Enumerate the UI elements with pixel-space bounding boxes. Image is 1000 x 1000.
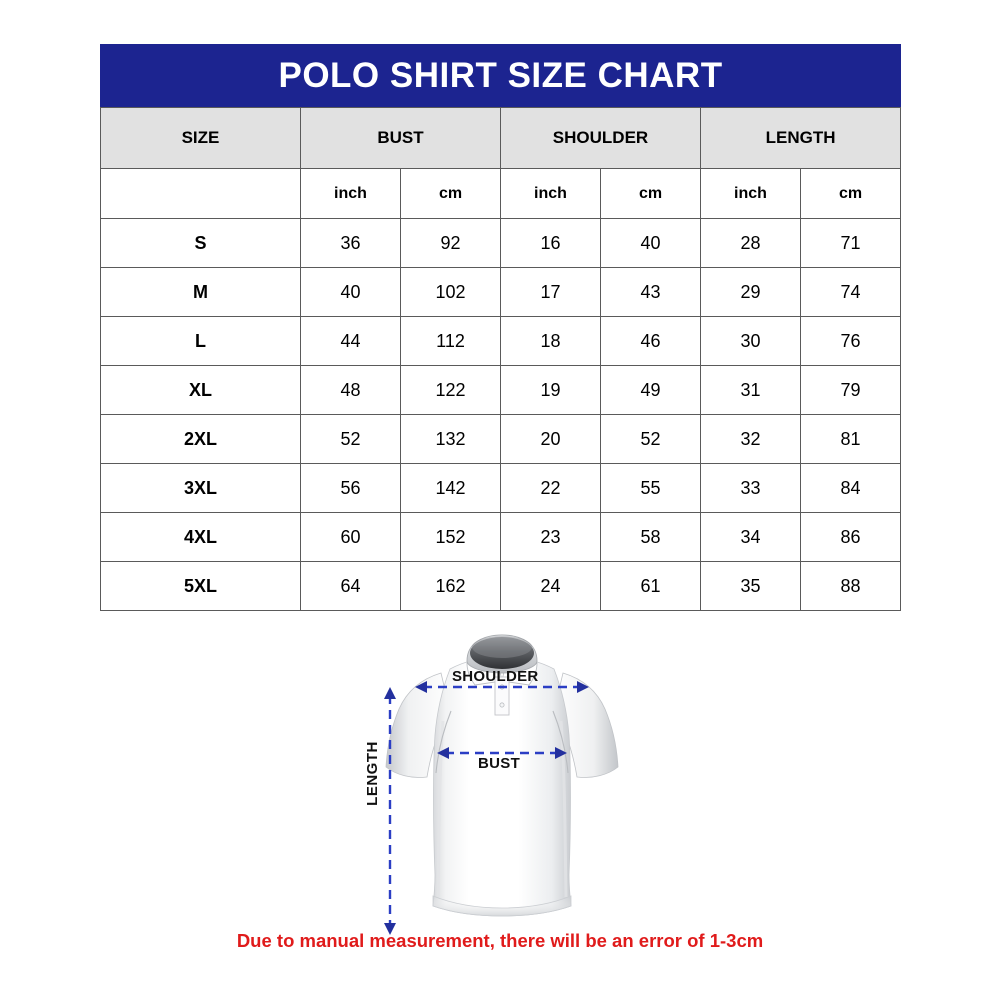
cell-shoulder-inch: 20 [500,414,601,464]
shoulder-measure-arrow [415,681,589,693]
shoulder-label: SHOULDER [452,668,539,685]
table-row: 5XL 64 162 24 61 35 88 [100,561,902,611]
chart-title: POLO SHIRT SIZE CHART [99,44,902,108]
table-row: 3XL 56 142 22 55 33 84 [100,463,902,513]
cell-length-cm: 79 [799,365,902,415]
shirt-neck-inner-highlight [472,636,532,658]
cell-bust-inch: 60 [300,512,401,562]
cell-length-cm: 76 [799,316,902,366]
cell-length-cm: 84 [799,463,902,513]
table-row: L 44 112 18 46 30 76 [100,316,902,366]
cell-length-inch: 28 [700,218,801,268]
size-chart-table: POLO SHIRT SIZE CHART SIZE BUST SHOULDER… [99,44,902,611]
unit-header-blank [100,168,301,219]
cell-shoulder-cm: 43 [600,267,701,317]
unit-header-row: inch cm inch cm inch cm [100,168,902,219]
length-measure-arrow [384,687,396,935]
table-row: 4XL 60 152 23 58 34 86 [100,512,902,562]
length-label: LENGTH [363,741,381,806]
cell-shoulder-cm: 55 [600,463,701,513]
table-row: XL 48 122 19 49 31 79 [100,365,902,415]
polo-shirt-illustration [385,634,619,917]
cell-shoulder-cm: 61 [600,561,701,611]
cell-shoulder-inch: 23 [500,512,601,562]
cell-bust-cm: 112 [400,316,501,366]
cell-length-cm: 86 [799,512,902,562]
cell-bust-cm: 102 [400,267,501,317]
cell-size: L [100,316,301,366]
cell-bust-cm: 132 [400,414,501,464]
cell-length-cm: 74 [799,267,902,317]
cell-size: S [100,218,301,268]
chart-title-row: POLO SHIRT SIZE CHART [99,44,902,108]
cell-shoulder-inch: 24 [500,561,601,611]
bust-label: BUST [478,755,521,772]
shirt-button-bottom [499,702,505,708]
cell-size: 5XL [100,561,301,611]
cell-length-cm: 88 [799,561,902,611]
cell-bust-cm: 122 [400,365,501,415]
size-chart-container: POLO SHIRT SIZE CHART SIZE BUST SHOULDER… [99,44,902,611]
cell-length-inch: 34 [700,512,801,562]
unit-header-bust-cm: cm [400,168,501,219]
table-row: M 40 102 17 43 29 74 [100,267,902,317]
cell-size: XL [100,365,301,415]
unit-header-bust-inch: inch [300,168,401,219]
cell-length-inch: 31 [700,365,801,415]
cell-length-inch: 33 [700,463,801,513]
cell-shoulder-inch: 19 [500,365,601,415]
group-header-size: SIZE [100,107,301,169]
cell-bust-cm: 162 [400,561,501,611]
cell-bust-inch: 52 [300,414,401,464]
cell-length-inch: 30 [700,316,801,366]
cell-shoulder-cm: 49 [600,365,701,415]
cell-shoulder-cm: 52 [600,414,701,464]
group-header-row: SIZE BUST SHOULDER LENGTH [100,107,902,169]
group-header-bust: BUST [300,107,501,169]
bust-measure-arrow [437,747,567,759]
group-header-length: LENGTH [699,107,902,169]
measurement-diagram: SHOULDER BUST LENGTH [0,625,1000,935]
cell-size: 4XL [100,512,301,562]
shirt-hem [432,895,572,917]
cell-shoulder-cm: 58 [600,512,701,562]
cell-length-inch: 32 [700,414,801,464]
group-header-shoulder: SHOULDER [500,107,701,169]
cell-length-cm: 71 [799,218,902,268]
cell-bust-inch: 48 [300,365,401,415]
shirt-armhole-left [435,710,452,774]
unit-header-shoulder-inch: inch [500,168,601,219]
cell-bust-inch: 64 [300,561,401,611]
cell-shoulder-cm: 46 [600,316,701,366]
unit-header-length-inch: inch [700,168,801,219]
cell-shoulder-inch: 17 [500,267,601,317]
cell-bust-cm: 92 [400,218,501,268]
cell-shoulder-inch: 22 [500,463,601,513]
cell-bust-inch: 36 [300,218,401,268]
cell-bust-cm: 142 [400,463,501,513]
cell-size: 2XL [100,414,301,464]
unit-header-length-cm: cm [799,168,902,219]
unit-header-shoulder-cm: cm [600,168,701,219]
shirt-armhole-right [552,710,569,774]
cell-size: M [100,267,301,317]
cell-bust-inch: 44 [300,316,401,366]
measurement-error-note: Due to manual measurement, there will be… [236,930,764,951]
cell-shoulder-cm: 40 [600,218,701,268]
cell-length-inch: 29 [700,267,801,317]
table-row: S 36 92 16 40 28 71 [100,218,902,268]
cell-length-inch: 35 [700,561,801,611]
cell-shoulder-inch: 16 [500,218,601,268]
cell-size: 3XL [100,463,301,513]
cell-length-cm: 81 [799,414,902,464]
cell-bust-inch: 56 [300,463,401,513]
cell-shoulder-inch: 18 [500,316,601,366]
cell-bust-cm: 152 [400,512,501,562]
shirt-neck-opening [470,637,534,669]
table-row: 2XL 52 132 20 52 32 81 [100,414,902,464]
cell-bust-inch: 40 [300,267,401,317]
